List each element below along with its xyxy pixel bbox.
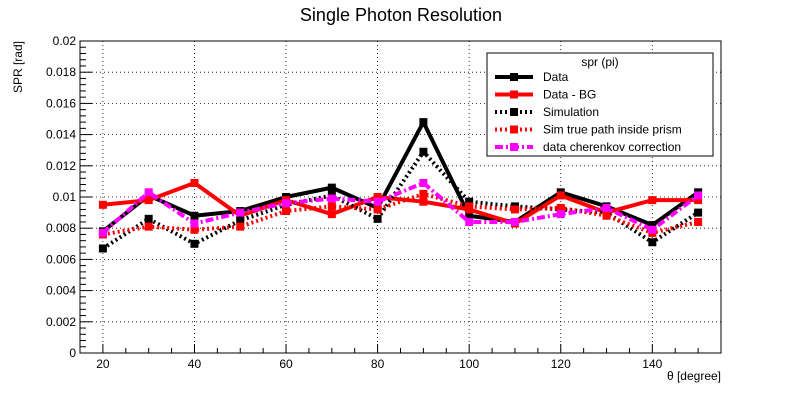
data-point <box>236 216 245 225</box>
data-point <box>98 228 107 237</box>
data-point <box>648 238 657 247</box>
y-tick-label: 0.004 <box>46 284 76 298</box>
y-tick-label: 0.008 <box>46 221 76 235</box>
y-tick-label: 0.014 <box>46 128 76 142</box>
data-point <box>373 193 382 201</box>
y-tick-label: 0.02 <box>53 34 77 48</box>
data-point <box>144 188 153 197</box>
data-point <box>236 222 245 231</box>
x-tick-label: 20 <box>96 357 110 371</box>
y-axis-label: SPR [rad] <box>11 41 25 93</box>
series-line-1 <box>102 180 699 226</box>
legend-swatch-marker <box>510 125 518 134</box>
data-point <box>694 217 703 226</box>
x-tick-label: 120 <box>551 357 571 371</box>
data-point <box>190 225 199 234</box>
data-point <box>327 202 336 211</box>
y-tick-label: 0 <box>69 346 76 360</box>
data-point <box>694 196 703 205</box>
data-point <box>648 225 657 234</box>
y-tick-label: 0.002 <box>46 315 76 329</box>
chart-title: Single Photon Resolution <box>300 5 502 25</box>
x-tick-label: 40 <box>188 357 202 371</box>
data-point <box>648 221 657 230</box>
legend-swatch-marker <box>510 90 518 99</box>
data-point <box>373 197 382 206</box>
data-point <box>327 183 336 192</box>
data-point <box>144 222 153 231</box>
data-point <box>236 208 245 217</box>
x-axis-label: θ [degree] <box>667 369 721 383</box>
y-tick-label: 0.012 <box>46 159 76 173</box>
x-tick-label: 140 <box>642 357 662 371</box>
data-point <box>282 207 291 216</box>
data-point <box>465 211 474 220</box>
x-tick-label: 100 <box>459 357 479 371</box>
data-point <box>419 189 428 198</box>
data-point <box>419 178 428 187</box>
legend: spr (pi) Data Data - BG Simulation Sim true… <box>486 52 714 157</box>
legend-label: Simulation <box>543 105 599 119</box>
data-point <box>419 118 428 127</box>
series-layer <box>98 118 703 253</box>
legend-label: Data <box>543 70 569 84</box>
data-point <box>282 199 291 208</box>
data-point <box>465 197 474 206</box>
data-point <box>327 210 336 219</box>
data-point <box>465 217 474 226</box>
data-point <box>556 210 565 219</box>
data-point <box>144 214 153 223</box>
legend-box <box>486 52 714 157</box>
series-line-4 <box>101 180 700 235</box>
data-point <box>373 214 382 223</box>
data-point <box>510 217 519 226</box>
legend-label: Data - BG <box>543 88 596 102</box>
x-tick-label: 60 <box>279 357 293 371</box>
data-point <box>144 196 153 205</box>
data-point <box>98 244 107 253</box>
series-line-2 <box>101 149 700 251</box>
data-point <box>602 211 611 220</box>
data-point <box>419 147 428 156</box>
y-tick-label: 0.018 <box>46 65 76 79</box>
data-point <box>190 239 199 248</box>
data-point <box>648 196 657 205</box>
data-point <box>373 205 382 214</box>
y-tick-label: 0.016 <box>46 96 76 110</box>
series-line-0 <box>101 120 700 233</box>
data-point <box>327 194 336 203</box>
x-tick-label: 80 <box>371 357 385 371</box>
y-tick-label: 0.01 <box>53 190 77 204</box>
data-point <box>510 205 519 214</box>
data-point <box>190 178 199 187</box>
data-point <box>556 203 565 212</box>
y-tick-label: 0.006 <box>46 252 76 266</box>
data-point <box>602 203 611 212</box>
legend-swatch-marker <box>510 73 518 81</box>
legend-title: spr (pi) <box>581 55 618 69</box>
legend-label: Sim true path inside prism <box>543 123 682 137</box>
legend-swatch-marker <box>510 143 518 151</box>
data-point <box>190 211 199 220</box>
data-point <box>465 202 474 211</box>
legend-swatch-marker <box>510 108 518 116</box>
data-point <box>556 191 565 200</box>
data-point <box>419 197 428 206</box>
data-point <box>190 219 199 228</box>
data-point <box>98 200 107 209</box>
data-point <box>694 191 703 200</box>
axes: 0 0.002 0.004 0.006 0.008 0.01 0.012 0.014 0.016… <box>46 34 722 371</box>
data-point <box>694 208 703 217</box>
legend-label: data cherenkov correction <box>543 140 681 154</box>
